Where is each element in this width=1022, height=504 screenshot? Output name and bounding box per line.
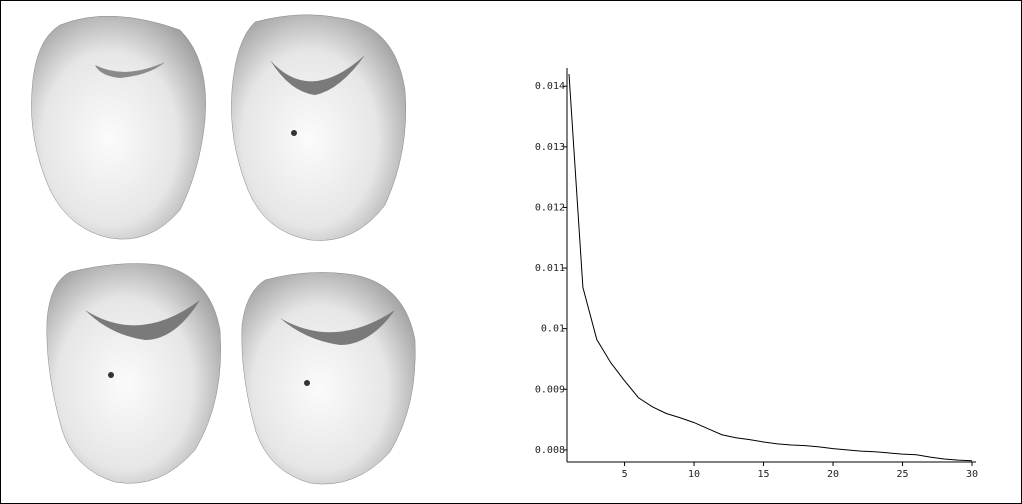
tooth xyxy=(31,15,206,240)
tooth-renderings xyxy=(31,14,416,485)
y-tick-label: 0.011 xyxy=(535,263,565,274)
x-tick-label: 25 xyxy=(896,469,908,480)
y-tick-label: 0.012 xyxy=(535,202,565,213)
groove xyxy=(270,55,365,95)
x-tick-label: 30 xyxy=(966,469,978,480)
marker xyxy=(291,130,297,136)
marker xyxy=(108,372,114,378)
y-tick-label: 0.014 xyxy=(535,81,565,92)
y-tick-label: 0.009 xyxy=(535,384,565,395)
marker xyxy=(304,380,310,386)
x-tick-label: 5 xyxy=(622,469,628,480)
tooth xyxy=(46,263,221,484)
y-tick-label: 0.008 xyxy=(535,445,565,456)
x-tick-label: 10 xyxy=(688,469,700,480)
x-tick-label: 15 xyxy=(758,469,770,480)
chart: 0.008 0.009 0.01 0.011 0.012 0.013 0.014 5 10 15 2… xyxy=(535,68,978,480)
y-tick-label: 0.013 xyxy=(535,142,565,153)
groove xyxy=(280,310,395,345)
curve xyxy=(568,74,973,462)
groove xyxy=(95,62,165,78)
groove xyxy=(85,300,200,340)
y-tick-label: 0.01 xyxy=(541,324,565,335)
tooth xyxy=(231,14,407,241)
tooth xyxy=(241,272,416,485)
x-tick-label: 20 xyxy=(827,469,839,480)
